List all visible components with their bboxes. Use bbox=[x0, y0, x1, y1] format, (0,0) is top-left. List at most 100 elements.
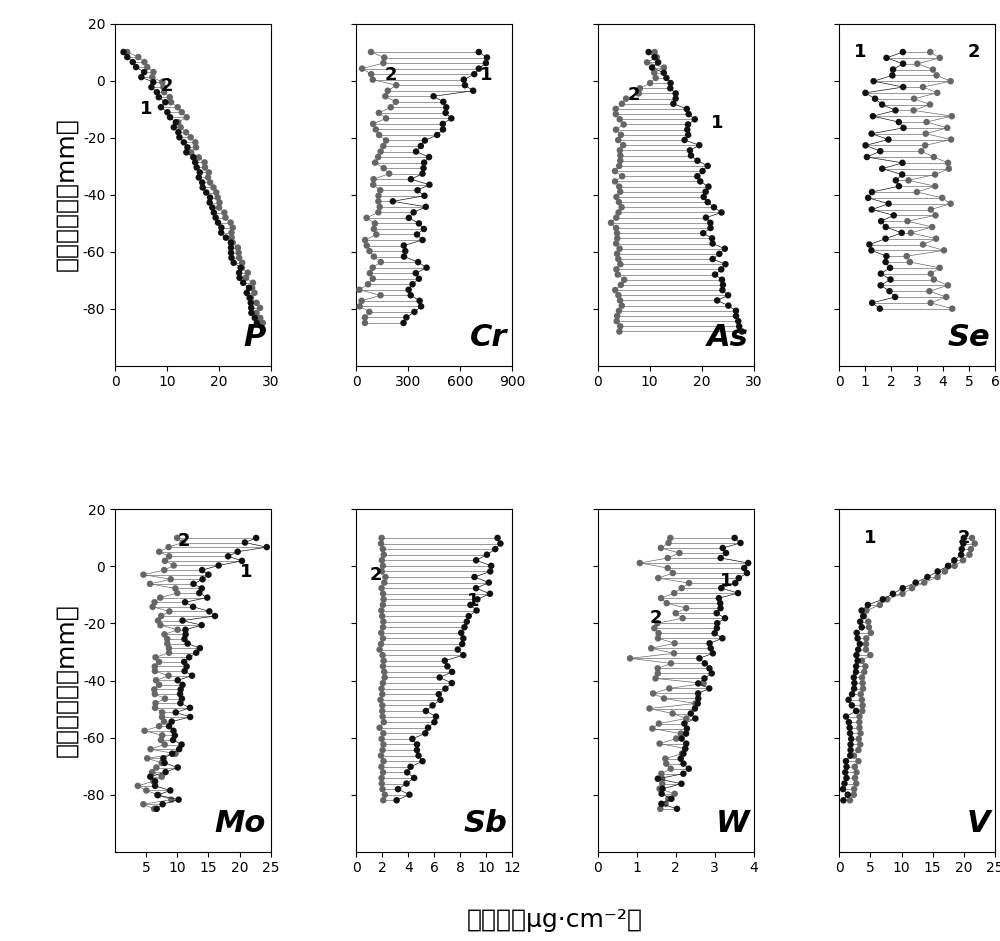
Point bbox=[232, 270, 248, 285]
Point bbox=[835, 792, 851, 807]
Point bbox=[861, 620, 877, 635]
Point bbox=[705, 236, 721, 251]
Point bbox=[917, 137, 933, 152]
Point bbox=[213, 225, 229, 240]
Point bbox=[611, 205, 627, 220]
Point bbox=[170, 673, 186, 688]
Point bbox=[679, 122, 695, 137]
Point bbox=[370, 150, 386, 165]
Point bbox=[375, 676, 391, 691]
Point bbox=[713, 550, 729, 566]
Point bbox=[924, 219, 940, 234]
Point bbox=[157, 95, 173, 110]
Point bbox=[389, 792, 405, 807]
Point bbox=[687, 711, 703, 726]
Point bbox=[174, 737, 190, 752]
Point bbox=[157, 737, 173, 752]
Point bbox=[231, 246, 247, 261]
Point bbox=[683, 706, 699, 721]
Point bbox=[404, 731, 420, 746]
Point bbox=[406, 205, 422, 220]
Point bbox=[179, 140, 195, 155]
Point bbox=[854, 693, 870, 708]
Point bbox=[139, 751, 155, 766]
Point bbox=[894, 225, 910, 240]
Point bbox=[167, 727, 183, 742]
Point bbox=[479, 547, 495, 562]
Point bbox=[842, 726, 858, 741]
Point bbox=[611, 179, 627, 194]
Point bbox=[854, 670, 870, 685]
Point bbox=[175, 613, 191, 628]
Point bbox=[906, 91, 922, 106]
Point bbox=[148, 673, 164, 688]
Point bbox=[878, 248, 894, 263]
Point bbox=[908, 575, 924, 590]
Point bbox=[130, 778, 146, 793]
Point bbox=[855, 681, 871, 696]
Point bbox=[860, 190, 876, 205]
Text: 1: 1 bbox=[864, 529, 877, 547]
Point bbox=[844, 698, 860, 713]
Point bbox=[169, 531, 185, 546]
Point bbox=[842, 792, 858, 807]
Point bbox=[153, 100, 169, 115]
Point bbox=[161, 646, 177, 661]
Point bbox=[734, 324, 750, 339]
Point bbox=[376, 547, 392, 562]
Point bbox=[411, 215, 427, 231]
Point bbox=[642, 75, 658, 90]
Point bbox=[880, 132, 896, 147]
Point bbox=[195, 180, 211, 195]
Point bbox=[663, 75, 679, 90]
Point bbox=[857, 86, 873, 101]
Point bbox=[428, 709, 444, 724]
Point bbox=[616, 272, 632, 287]
Point bbox=[850, 754, 866, 769]
Point bbox=[147, 595, 163, 610]
Point bbox=[666, 585, 682, 600]
Point bbox=[886, 208, 902, 223]
Point bbox=[853, 687, 869, 702]
Point bbox=[663, 656, 679, 671]
Point bbox=[478, 56, 494, 71]
Point bbox=[608, 102, 624, 117]
Point bbox=[715, 278, 731, 293]
Point bbox=[632, 81, 648, 96]
Point bbox=[678, 736, 694, 751]
Point bbox=[689, 168, 705, 183]
Text: Mo: Mo bbox=[215, 809, 266, 837]
Point bbox=[843, 731, 859, 746]
Point bbox=[903, 225, 919, 240]
Text: 1: 1 bbox=[140, 100, 152, 118]
Point bbox=[653, 591, 669, 606]
Point bbox=[482, 586, 498, 601]
Point bbox=[607, 174, 623, 189]
Text: 积累量（μg·cm⁻²）: 积累量（μg·cm⁻²） bbox=[467, 907, 643, 932]
Point bbox=[182, 700, 198, 715]
Point bbox=[426, 714, 442, 729]
Point bbox=[946, 552, 962, 567]
Point bbox=[736, 561, 752, 576]
Point bbox=[937, 564, 953, 579]
Point bbox=[187, 135, 203, 150]
Point bbox=[680, 117, 696, 132]
Point bbox=[187, 155, 203, 170]
Point bbox=[191, 170, 207, 185]
Point bbox=[454, 636, 470, 651]
Point bbox=[375, 558, 391, 573]
Point bbox=[849, 626, 865, 641]
Point bbox=[243, 295, 259, 311]
Point bbox=[656, 691, 672, 706]
Point bbox=[644, 60, 660, 75]
Point bbox=[241, 280, 257, 295]
Point bbox=[964, 531, 980, 546]
Point bbox=[378, 111, 394, 126]
Point bbox=[368, 122, 384, 137]
Point bbox=[374, 552, 390, 567]
Point bbox=[895, 44, 911, 59]
Point bbox=[646, 621, 662, 636]
Point bbox=[650, 55, 666, 70]
Point bbox=[133, 70, 149, 85]
Point bbox=[932, 261, 948, 276]
